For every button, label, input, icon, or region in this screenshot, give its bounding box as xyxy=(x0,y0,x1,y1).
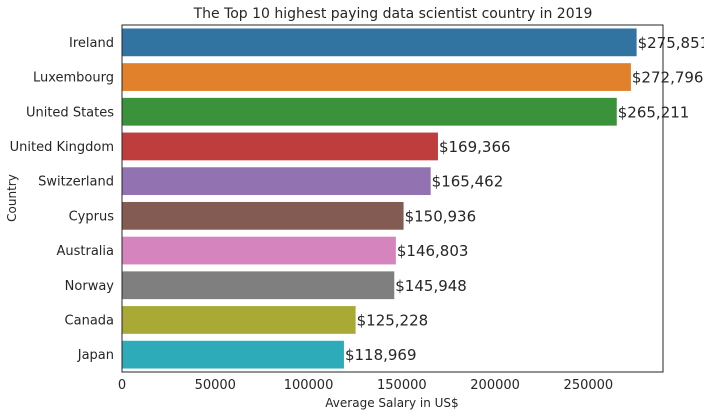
x-tick-label: 0 xyxy=(118,378,126,393)
x-tick-label: 200000 xyxy=(470,378,520,393)
x-tick-labels: 0 50000 100000 150000 200000 250000 xyxy=(118,378,613,393)
bar-australia xyxy=(122,236,396,265)
bar-value-label: $146,803 xyxy=(397,242,469,260)
y-tick-label: Switzerland xyxy=(38,175,114,190)
y-tick-labels: Ireland Luxembourg United States United Kin… xyxy=(10,36,115,363)
y-tick-label: Australia xyxy=(56,244,114,259)
bar-value-label: $145,948 xyxy=(395,277,467,295)
bar-value-label: $272,796 xyxy=(632,69,704,87)
plot-frame xyxy=(121,24,664,373)
x-tick-label: 50000 xyxy=(195,378,236,393)
bar-value-label: $165,462 xyxy=(432,173,504,191)
y-tick-label: United Kingdom xyxy=(10,140,114,155)
bars-layer xyxy=(122,28,637,369)
y-tick-label: Luxembourg xyxy=(33,71,114,86)
bar-ireland xyxy=(122,28,637,57)
x-tick-label: 100000 xyxy=(284,378,334,393)
bar-value-label: $275,851 xyxy=(638,34,704,52)
y-axis-label: Country xyxy=(5,174,19,222)
bar-switzerland xyxy=(122,167,431,196)
y-tick-label: Cyprus xyxy=(69,209,115,224)
y-tick-label: Norway xyxy=(65,279,115,294)
y-tick-label: Ireland xyxy=(69,36,114,51)
bar-luxembourg xyxy=(122,63,631,91)
bar-united-kingdom xyxy=(122,132,438,161)
bar-value-label: $265,211 xyxy=(618,103,690,121)
bar-cyprus xyxy=(122,201,404,230)
x-axis-label: Average Salary in US$ xyxy=(325,396,458,410)
y-tick-label: Canada xyxy=(65,313,114,328)
x-tick-label: 250000 xyxy=(564,378,614,393)
bar-value-label: $169,366 xyxy=(439,138,511,156)
bar-value-label: $125,228 xyxy=(357,311,429,329)
bar-canada xyxy=(122,306,356,334)
bar-japan xyxy=(122,340,344,369)
bar-value-label: $150,936 xyxy=(405,207,477,225)
y-tick-label: United States xyxy=(26,105,114,120)
bar-united-states xyxy=(122,97,617,126)
y-tick-label: Japan xyxy=(77,348,114,363)
value-labels-layer: $275,851 $272,796 $265,211 $169,366 $165,462… xyxy=(345,34,704,364)
x-tick-label: 150000 xyxy=(377,378,427,393)
chart-title: The Top 10 highest paying data scientist… xyxy=(193,6,593,22)
bar-norway xyxy=(122,271,395,300)
bar-value-label: $118,969 xyxy=(345,346,417,364)
